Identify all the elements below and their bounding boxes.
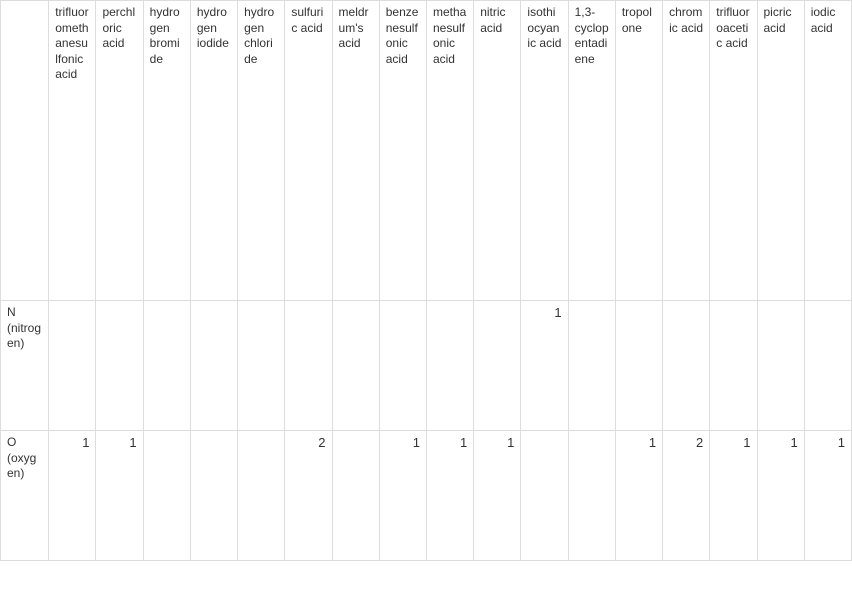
data-cell [568, 301, 615, 431]
data-cell [143, 301, 190, 431]
data-cell [285, 301, 332, 431]
data-cell: 1 [379, 431, 426, 561]
data-cell: 2 [663, 431, 710, 561]
data-table: trifluoromethanesulfonic acid perchloric… [0, 0, 852, 561]
column-header: 1,3-cyclopentadiene [568, 1, 615, 301]
data-cell: 1 [96, 431, 143, 561]
column-header: hydrogen iodide [190, 1, 237, 301]
data-cell: 1 [426, 431, 473, 561]
column-header: trifluoromethanesulfonic acid [49, 1, 96, 301]
data-cell [49, 301, 96, 431]
data-cell: 1 [615, 431, 662, 561]
column-header: nitric acid [474, 1, 521, 301]
data-cell: 1 [474, 431, 521, 561]
column-header: meldrum's acid [332, 1, 379, 301]
data-cell [568, 431, 615, 561]
header-row: trifluoromethanesulfonic acid perchloric… [1, 1, 852, 301]
column-header: hydrogen chloride [238, 1, 285, 301]
data-cell [663, 301, 710, 431]
data-cell [332, 301, 379, 431]
column-header: perchloric acid [96, 1, 143, 301]
data-cell [238, 301, 285, 431]
data-cell [521, 431, 568, 561]
column-header: methanesulfonic acid [426, 1, 473, 301]
data-cell [190, 431, 237, 561]
data-cell: 1 [757, 431, 804, 561]
row-label: N (nitrogen) [1, 301, 49, 431]
column-header: picric acid [757, 1, 804, 301]
column-header: chromic acid [663, 1, 710, 301]
data-cell: 1 [521, 301, 568, 431]
table-row: N (nitrogen) 1 [1, 301, 852, 431]
table-row: O (oxygen) 1 1 2 1 1 1 1 2 1 1 1 [1, 431, 852, 561]
data-cell: 1 [49, 431, 96, 561]
data-cell: 1 [804, 431, 851, 561]
column-header: trifluoroacetic acid [710, 1, 757, 301]
data-cell [238, 431, 285, 561]
data-cell [332, 431, 379, 561]
header-empty [1, 1, 49, 301]
column-header: iodic acid [804, 1, 851, 301]
data-cell [426, 301, 473, 431]
data-cell [615, 301, 662, 431]
column-header: sulfuric acid [285, 1, 332, 301]
data-cell [143, 431, 190, 561]
data-cell [804, 301, 851, 431]
column-header: benzenesulfonic acid [379, 1, 426, 301]
column-header: isothiocyanic acid [521, 1, 568, 301]
data-cell [710, 301, 757, 431]
data-cell [190, 301, 237, 431]
data-cell: 1 [710, 431, 757, 561]
column-header: tropolone [615, 1, 662, 301]
row-label: O (oxygen) [1, 431, 49, 561]
data-cell [474, 301, 521, 431]
column-header: hydrogen bromide [143, 1, 190, 301]
data-cell [96, 301, 143, 431]
data-cell [379, 301, 426, 431]
data-cell [757, 301, 804, 431]
data-cell: 2 [285, 431, 332, 561]
